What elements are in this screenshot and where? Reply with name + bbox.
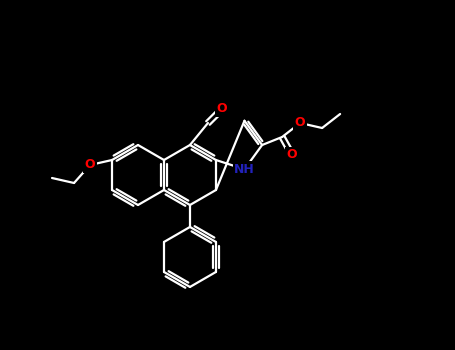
Text: NH: NH	[234, 163, 255, 176]
Text: O: O	[295, 117, 305, 130]
Text: O: O	[217, 103, 228, 116]
Text: O: O	[85, 159, 96, 172]
Text: O: O	[287, 148, 298, 161]
